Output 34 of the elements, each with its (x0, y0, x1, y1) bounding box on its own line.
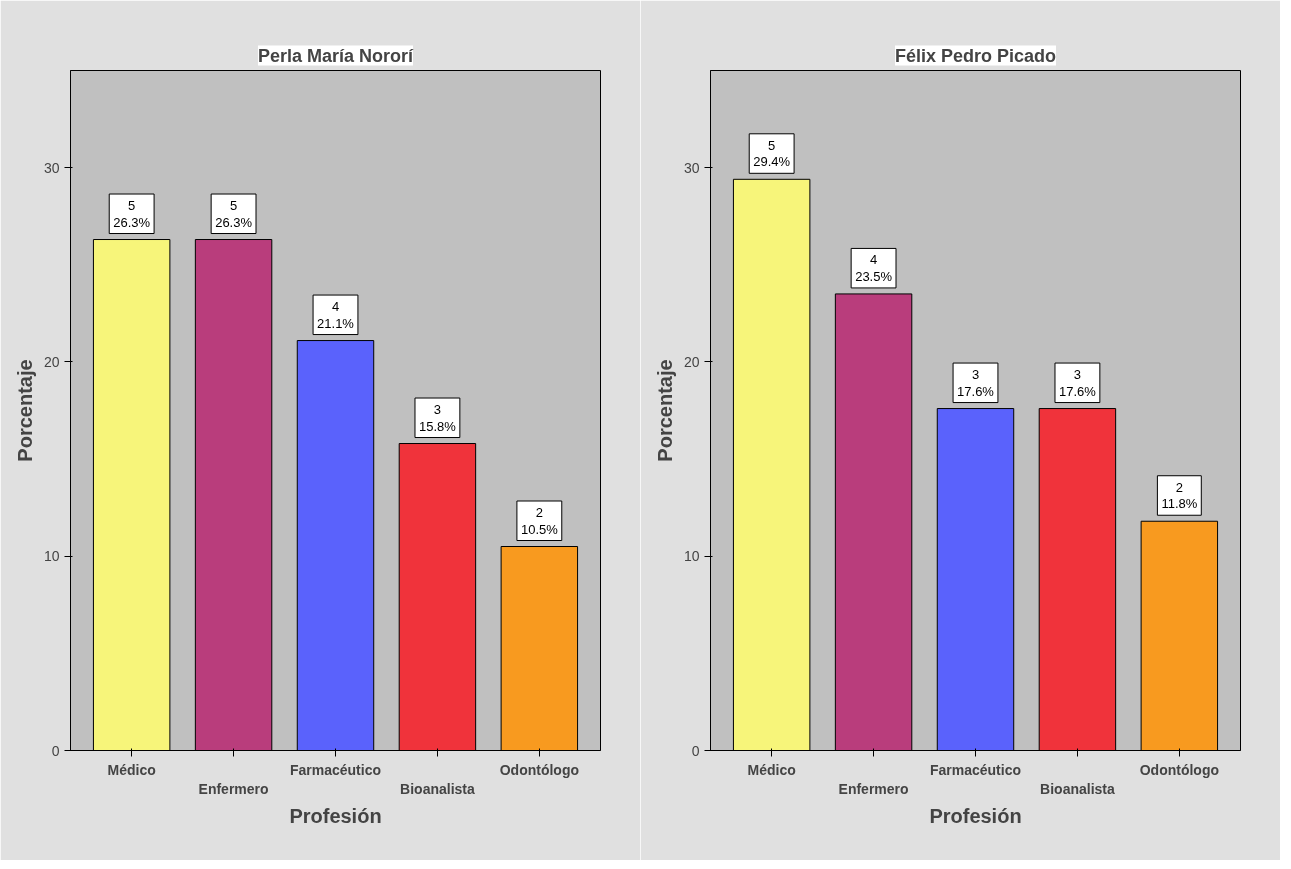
y-tick-label: 10 (683, 548, 700, 565)
x-tick-label: Médico (107, 761, 156, 778)
y-tick-label: 10 (43, 548, 60, 565)
y-tick-label: 0 (691, 742, 700, 759)
x-tick-label: Enfermero (838, 780, 909, 797)
data-label: 4 21.1% (317, 299, 355, 331)
x-tick-label: Bioanalista (1040, 780, 1115, 797)
x-tick-label: Farmacéutico (929, 761, 1022, 778)
x-tick-label: Enfermero (198, 780, 269, 797)
data-label: 5 26.3% (113, 198, 151, 230)
data-label: 4 23.5% (855, 252, 893, 284)
x-tick-label: Médico (747, 761, 796, 778)
y-tick-label: 30 (43, 159, 60, 176)
x-tick-label: Bioanalista (400, 780, 475, 797)
x-tick-label: Odontólogo (499, 761, 580, 778)
x-tick-label: Farmacéutico (289, 761, 382, 778)
data-label: 2 10.5% (520, 505, 559, 537)
y-axis-title: Porcentaje (653, 359, 676, 462)
chart-title: Félix Pedro Picado (894, 45, 1057, 66)
data-label: 3 15.8% (418, 402, 457, 434)
data-label: 5 26.3% (215, 198, 253, 230)
data-label: 2 11.8% (1161, 479, 1198, 512)
data-label: 3 17.6% (957, 367, 995, 399)
chart-title: Perla María Nororí (257, 45, 415, 66)
y-tick-label: 0 (51, 742, 60, 759)
x-axis-title: Profesión (929, 804, 1022, 827)
data-label: 5 29.4% (753, 137, 791, 170)
x-tick-label: Odontólogo (1139, 761, 1220, 778)
x-axis-title: Profesión (289, 804, 382, 827)
y-tick-label: 20 (43, 353, 60, 370)
data-label: 3 17.6% (1058, 367, 1097, 399)
y-tick-label: 20 (683, 353, 700, 370)
y-tick-label: 30 (683, 159, 700, 176)
y-axis-title: Porcentaje (13, 359, 36, 462)
